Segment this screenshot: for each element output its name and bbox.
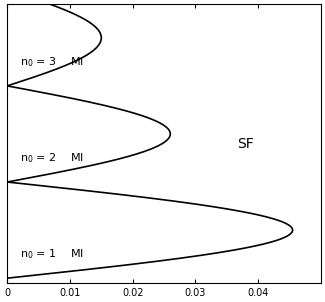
- Text: SF: SF: [237, 137, 254, 151]
- Text: n$_0$ = 1    MI: n$_0$ = 1 MI: [20, 247, 84, 261]
- Text: n$_0$ = 2    MI: n$_0$ = 2 MI: [20, 151, 84, 165]
- Text: n$_0$ = 3    MI: n$_0$ = 3 MI: [20, 55, 84, 69]
